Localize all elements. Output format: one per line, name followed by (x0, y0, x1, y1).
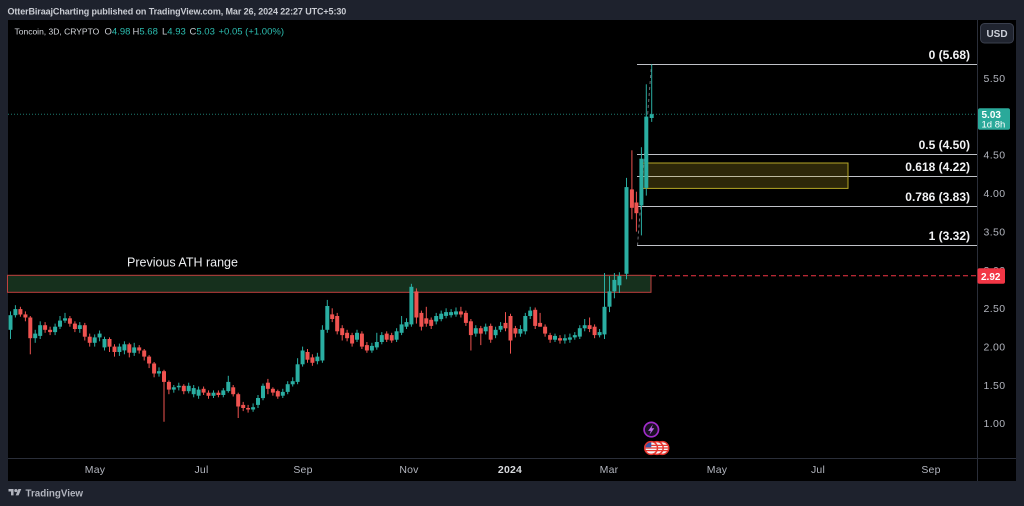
svg-text:2024: 2024 (498, 464, 522, 476)
svg-text:Previous ATH range: Previous ATH range (127, 256, 238, 270)
svg-text:C5.03: C5.03 (190, 27, 215, 38)
svg-text:May: May (85, 464, 106, 476)
svg-text:May: May (707, 464, 728, 476)
svg-text:Mar: Mar (600, 464, 619, 476)
svg-text:1 (3.32): 1 (3.32) (929, 229, 970, 243)
svg-text:Sep: Sep (293, 464, 312, 476)
svg-text:Jul: Jul (194, 464, 208, 476)
svg-text:USD: USD (986, 29, 1007, 40)
svg-text:4.00: 4.00 (984, 188, 1006, 200)
svg-text:2.50: 2.50 (984, 303, 1006, 315)
svg-text:3.50: 3.50 (984, 226, 1006, 238)
svg-text:TradingView: TradingView (26, 489, 84, 500)
svg-text:Toncoin, 3D, CRYPTO: Toncoin, 3D, CRYPTO (15, 27, 100, 37)
svg-text:0.5 (4.50): 0.5 (4.50) (919, 138, 970, 152)
svg-text:2.92: 2.92 (981, 272, 1001, 283)
svg-text:+0.05 (+1.00%): +0.05 (+1.00%) (219, 27, 285, 38)
svg-text:1.00: 1.00 (984, 418, 1006, 430)
svg-text:1.50: 1.50 (984, 380, 1006, 392)
svg-text:0 (5.68): 0 (5.68) (929, 48, 970, 62)
svg-text:0.618 (4.22): 0.618 (4.22) (905, 160, 970, 174)
svg-text:4.50: 4.50 (984, 150, 1006, 162)
svg-text:L4.93: L4.93 (162, 27, 186, 38)
svg-text:H5.68: H5.68 (133, 27, 158, 38)
svg-text:Sep: Sep (921, 464, 940, 476)
svg-text:0.786 (3.83): 0.786 (3.83) (905, 190, 970, 204)
svg-text:2.00: 2.00 (984, 341, 1006, 353)
svg-text:O4.98: O4.98 (105, 27, 131, 38)
svg-text:Jul: Jul (811, 464, 825, 476)
svg-text:Nov: Nov (399, 464, 419, 476)
svg-text:5.50: 5.50 (984, 73, 1006, 85)
svg-text:1d 8h: 1d 8h (982, 120, 1006, 131)
svg-text:OtterBiraajCharting published: OtterBiraajCharting published on Trading… (8, 7, 347, 17)
svg-text:5.03: 5.03 (982, 110, 1002, 121)
